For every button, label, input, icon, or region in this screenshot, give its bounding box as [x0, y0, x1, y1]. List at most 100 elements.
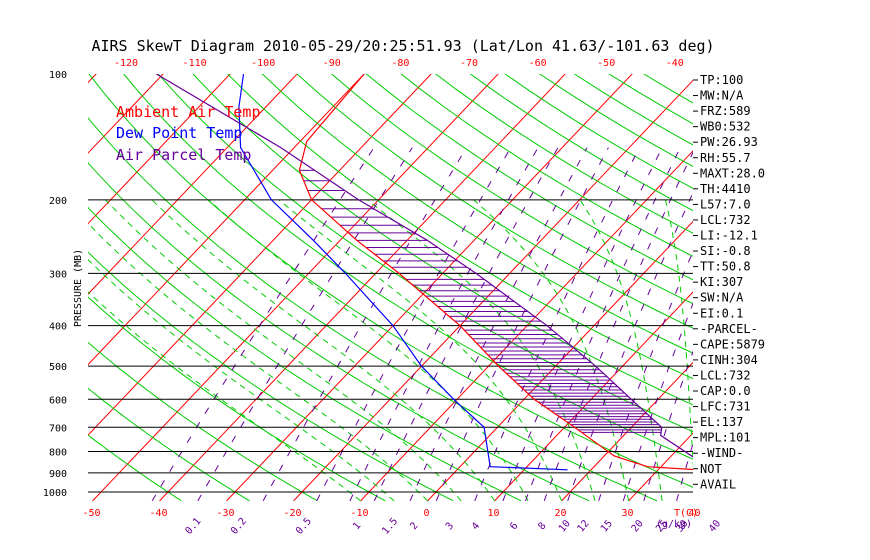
ambient-air-temp-line [298, 74, 693, 471]
index-label: PW:26.93 [700, 135, 758, 149]
pressure-tick-label: 900 [49, 469, 67, 480]
dry-adiabat-line [88, 206, 522, 502]
top-temp-tick-label: -70 [460, 58, 478, 69]
pressure-tick-label: 500 [49, 362, 67, 373]
bottom-temp-tick-label: 20 [554, 508, 566, 519]
index-label: CINH:304 [700, 353, 758, 367]
mixing-ratio-unit-label: (g/kg) [656, 519, 692, 530]
legend-air-parcel-temp: Air Parcel Temp [116, 146, 251, 164]
dry-adiabat-line [400, 74, 693, 257]
dry-adiabat-line [504, 74, 693, 189]
legend: Ambient Air Temp Dew Point Temp Air Parc… [116, 103, 261, 164]
index-label: TP:100 [700, 73, 743, 87]
index-label: WB0:532 [700, 120, 751, 134]
moist-adiabat-line [88, 258, 395, 502]
index-label: SW:N/A [700, 291, 744, 305]
index-label: L57:7.0 [700, 197, 751, 211]
pressure-tick-label: 300 [49, 269, 67, 280]
bottom-temp-tick-label: 10 [487, 508, 499, 519]
isotherm-line [88, 74, 432, 436]
top-temp-tick-label: -40 [666, 58, 684, 69]
index-label: FRZ:589 [700, 104, 751, 118]
isotherm-line [763, 55, 870, 501]
isotherm-line [0, 55, 47, 501]
isotherm-line [88, 74, 365, 366]
moist-adiabat-line [88, 222, 428, 502]
mixing-ratio-tick-label: 0.1 [184, 516, 204, 537]
index-label: RH:55.7 [700, 151, 751, 165]
isotherm-line [561, 361, 693, 502]
temperature-unit-label: T(C) [674, 508, 698, 519]
dry-adiabat-line [365, 74, 693, 281]
legend-ambient-air-temp: Ambient Air Temp [116, 103, 261, 121]
index-label: -PARCEL- [700, 322, 758, 336]
index-label: CAP:0.0 [700, 384, 751, 398]
bottom-temp-tick-label: -30 [216, 508, 234, 519]
isotherm-line [226, 74, 633, 502]
legend-dew-point-temp: Dew Point Temp [116, 124, 242, 142]
mixing-ratio-tick-label: 10 [557, 518, 573, 534]
mixing-ratio-tick-label: 2 [408, 521, 420, 533]
dry-adiabat-line [88, 251, 454, 502]
pressure-tick-label: 600 [49, 395, 67, 406]
top-temp-tick-label: -110 [183, 58, 207, 69]
top-temp-tick-label: -50 [597, 58, 615, 69]
isotherm-line [293, 79, 693, 502]
mixing-ratio-tick-label: 12 [575, 518, 591, 534]
dry-adiabat-line [88, 74, 693, 488]
bottom-temp-tick-label: -20 [283, 508, 301, 519]
index-label: MW:N/A [700, 89, 744, 103]
index-label: TT:50.8 [700, 260, 751, 274]
mixing-ratio-tick-label: 6 [508, 521, 520, 533]
bottom-temp-tick-label: -50 [82, 508, 100, 519]
top-temp-tick-label: -100 [251, 58, 275, 69]
bottom-temp-tick-label: -10 [350, 508, 368, 519]
bottom-temp-tick-label: 30 [621, 508, 633, 519]
moist-adiabat-line [105, 199, 462, 502]
index-label: -WIND- [700, 446, 743, 460]
dry-adiabat-line [157, 74, 693, 433]
moist-adiabat-line [278, 199, 563, 502]
index-label: TH:4410 [700, 182, 751, 196]
index-label: EI:0.1 [700, 306, 743, 320]
index-label: AVAIL [700, 477, 736, 491]
pressure-tick-label: 100 [49, 70, 67, 81]
isotherm-line [159, 74, 566, 502]
bottom-temp-tick-label: -40 [149, 508, 167, 519]
top-temp-tick-label: -90 [323, 58, 341, 69]
chart-title: AIRS SkewT Diagram 2010-05-29/20:25:51.9… [91, 37, 714, 55]
index-label: LCL:732 [700, 368, 751, 382]
index-label: LFC:731 [700, 400, 751, 414]
mixing-ratio-tick-label: 4 [470, 521, 482, 533]
index-label: LI:-12.1 [700, 229, 758, 243]
isobars [88, 199, 693, 493]
dry-adiabat-line [227, 74, 693, 380]
mixing-ratio-line [316, 147, 512, 502]
isotherm-line [360, 150, 693, 502]
dry-adiabat-line [296, 74, 693, 329]
dry-adiabat-line [330, 74, 693, 305]
cape-hatching [299, 169, 662, 433]
index-label: CAPE:5879 [700, 337, 765, 351]
top-temp-tick-label: -120 [114, 58, 138, 69]
mixing-ratio-tick-label: 15 [599, 518, 615, 534]
bottom-temp-tick-label: 0 [423, 508, 429, 519]
mixing-ratio-tick-label: 40 [707, 518, 723, 534]
mixing-ratio-tick-label: 0.2 [229, 516, 249, 537]
index-label: LCL:732 [700, 213, 751, 227]
pressure-tick-label: 200 [49, 196, 67, 207]
moist-adiabat-line [366, 199, 596, 502]
air-parcel-temp-line [156, 74, 693, 458]
pressure-tick-label: 800 [49, 447, 67, 458]
mixing-ratio-tick-label: 0.5 [294, 516, 314, 537]
pressure-tick-label: 400 [49, 322, 67, 333]
index-label: SI:-0.8 [700, 244, 751, 258]
mixing-ratio-line [543, 151, 693, 502]
dew-point-temp-line [238, 74, 568, 471]
dry-adiabat-line [88, 387, 250, 502]
isotherm-line [88, 74, 298, 295]
mixing-ratio-line [409, 147, 588, 502]
mixing-ratio-tick-label: 20 [630, 518, 646, 534]
mixing-ratio-line [151, 147, 375, 502]
